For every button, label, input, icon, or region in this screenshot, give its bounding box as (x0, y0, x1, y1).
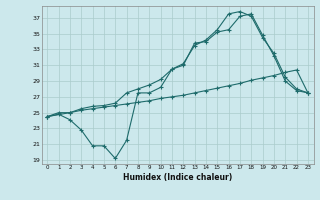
X-axis label: Humidex (Indice chaleur): Humidex (Indice chaleur) (123, 173, 232, 182)
